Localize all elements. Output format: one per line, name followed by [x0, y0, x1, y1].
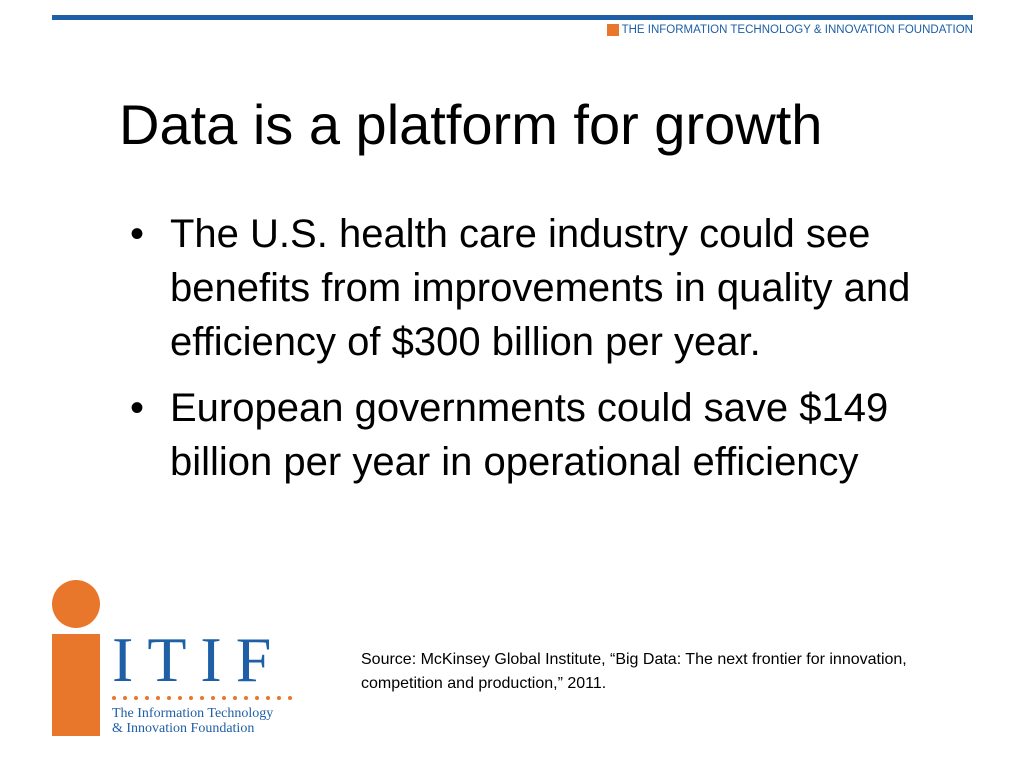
logo-dot-mark — [255, 696, 259, 700]
logo-dot-mark — [156, 696, 160, 700]
source-citation: Source: McKinsey Global Institute, “Big … — [361, 651, 907, 692]
bullet-list: The U.S. health care industry could see … — [130, 207, 970, 501]
header-organization-label: THE INFORMATION TECHNOLOGY & INNOVATION … — [621, 24, 973, 36]
logo-dot-mark — [134, 696, 138, 700]
orange-square-icon — [606, 24, 619, 36]
header-rule — [52, 15, 973, 20]
logo-dot-mark — [244, 696, 248, 700]
logo-dot-mark — [145, 696, 149, 700]
logo-wordmark: ITIF — [112, 624, 286, 695]
logo-orange-bar-icon — [52, 634, 100, 736]
logo-subtitle-line: The Information Technology — [112, 706, 274, 721]
logo-dot-mark — [266, 696, 270, 700]
logo-dot-mark — [167, 696, 171, 700]
logo-dot-mark — [123, 696, 127, 700]
bullet-item: European governments could save $149 bil… — [130, 381, 970, 489]
logo-orange-dot-icon — [52, 580, 100, 628]
logo-dot-mark — [200, 696, 204, 700]
logo-subtitle: The Information Technology & Innovation … — [112, 706, 302, 736]
itif-logo: ITIF The Information Technology & Innova… — [50, 578, 300, 740]
logo-dot-mark — [211, 696, 215, 700]
bullet-item: The U.S. health care industry could see … — [130, 207, 970, 369]
logo-dot-mark — [222, 696, 226, 700]
header-organization: THE INFORMATION TECHNOLOGY & INNOVATION … — [606, 22, 973, 38]
logo-dot-mark — [288, 696, 292, 700]
logo-dot-mark — [189, 696, 193, 700]
logo-dotted-rule — [112, 696, 294, 700]
logo-dot-mark — [178, 696, 182, 700]
logo-dot-mark — [277, 696, 281, 700]
logo-subtitle-line: & Innovation Foundation — [112, 721, 255, 736]
slide-title: Data is a platform for growth — [119, 93, 823, 156]
logo-dot-mark — [112, 696, 116, 700]
logo-dot-mark — [233, 696, 237, 700]
